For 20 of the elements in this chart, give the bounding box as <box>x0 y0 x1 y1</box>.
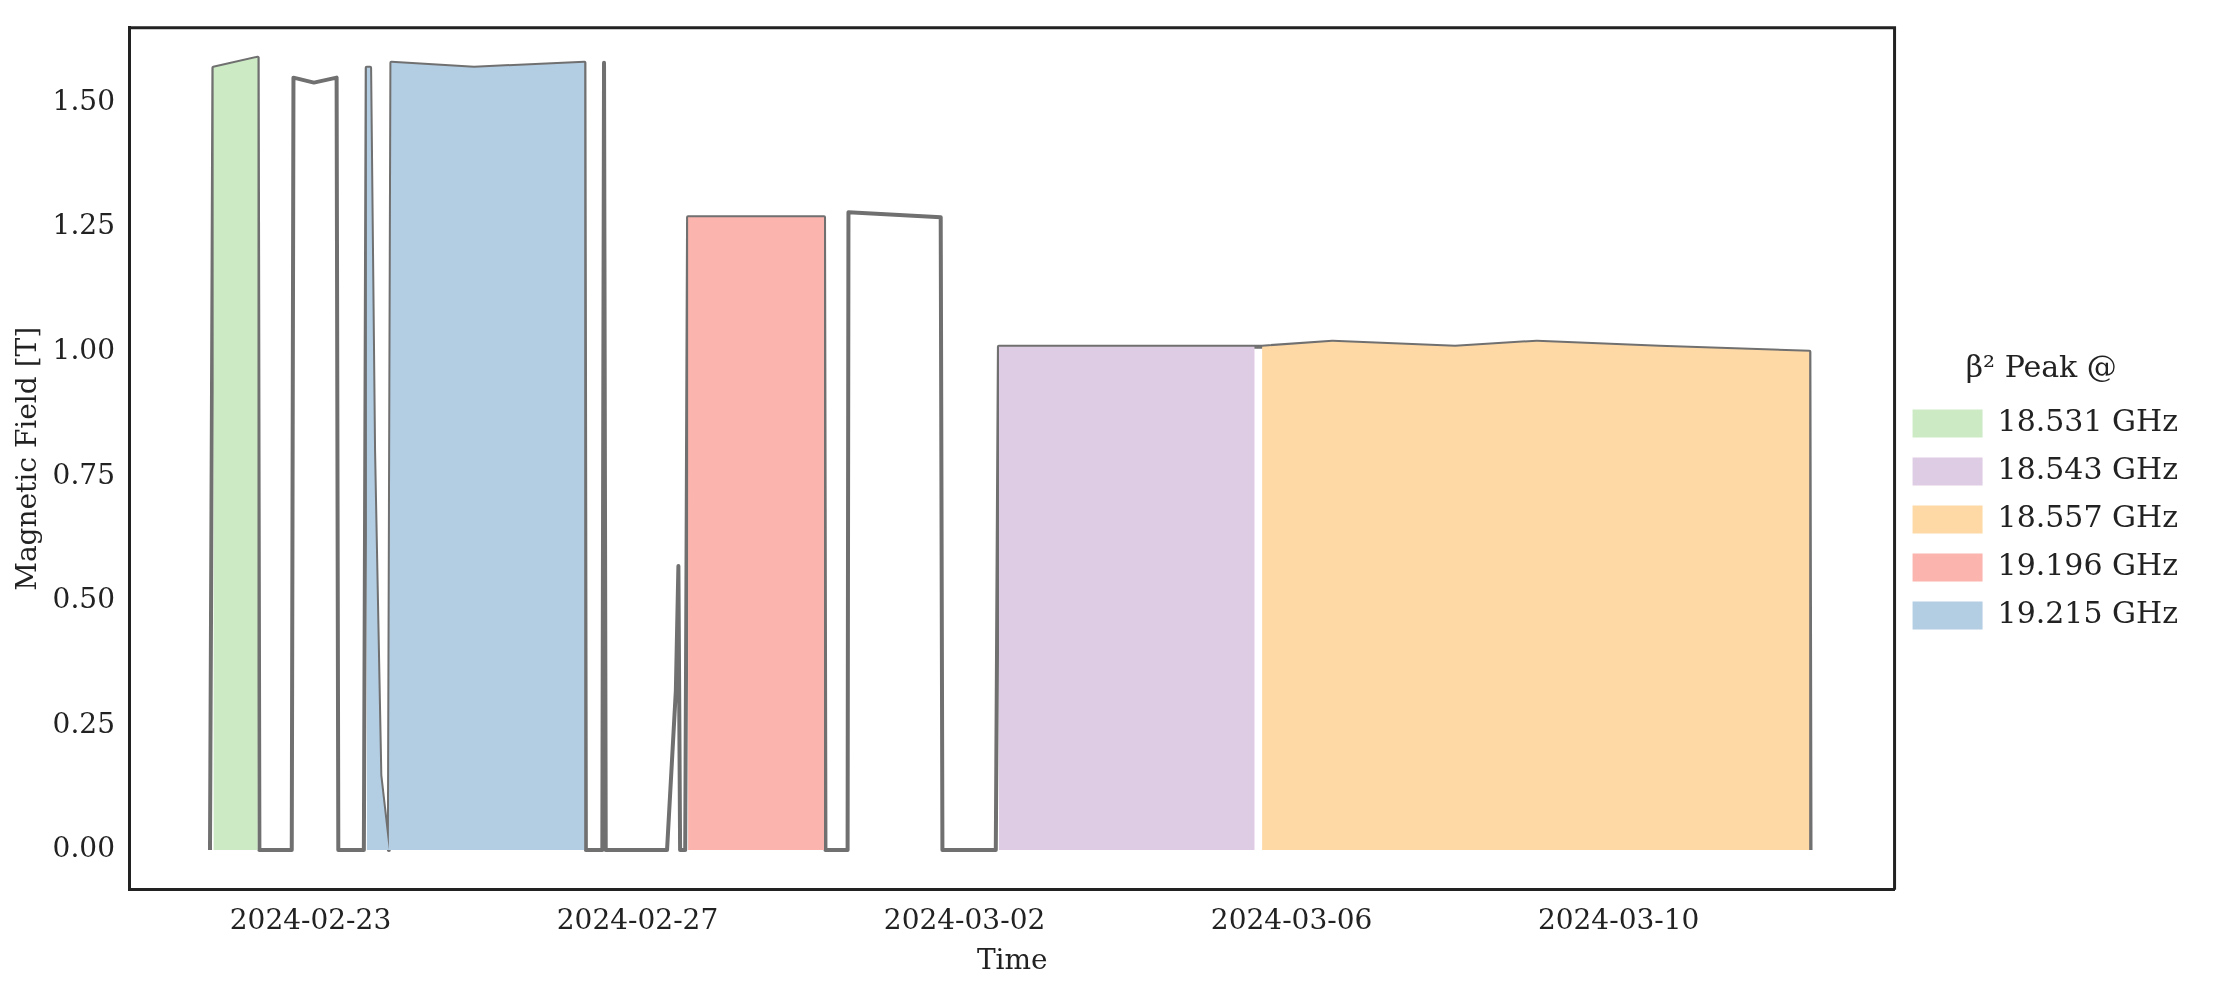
x-tick-label: 2024-03-02 <box>883 902 1046 936</box>
y-tick-label: 0.75 <box>52 457 115 491</box>
legend-label: 18.543 GHz <box>1997 451 2179 487</box>
x-tick-label: 2024-02-23 <box>229 902 392 936</box>
y-tick-label: 0.25 <box>52 706 115 740</box>
y-tick-label: 0.50 <box>52 582 115 616</box>
x-tick-label: 2024-02-27 <box>556 902 719 936</box>
legend-label: 18.531 GHz <box>1997 403 2179 439</box>
x-axis-title: Time <box>976 943 1048 977</box>
legend-title: β² Peak @ <box>1965 349 2117 385</box>
legend-label: 19.196 GHz <box>1997 547 2179 583</box>
y-tick-label: 1.00 <box>52 332 115 366</box>
y-axis-title: Magnetic Field [T] <box>10 326 44 591</box>
y-tick-label: 1.25 <box>52 208 115 242</box>
x-tick-label: 2024-03-10 <box>1537 902 1700 936</box>
y-tick-label: 1.50 <box>52 83 115 117</box>
y-tick-label: 0.00 <box>52 831 115 865</box>
legend-label: 19.215 GHz <box>1997 595 2179 631</box>
x-tick-label: 2024-03-06 <box>1210 902 1373 936</box>
legend-label: 18.557 GHz <box>1997 499 2179 535</box>
